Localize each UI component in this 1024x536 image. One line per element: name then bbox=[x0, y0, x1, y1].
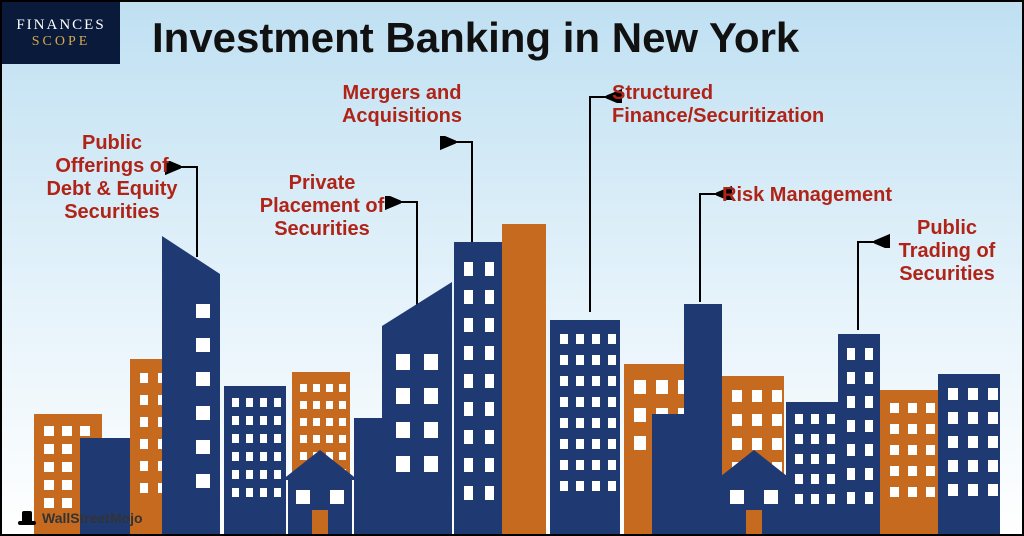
source-credit-text: WallStreetMojo bbox=[42, 510, 143, 526]
building bbox=[162, 274, 220, 534]
building bbox=[838, 334, 880, 534]
hat-icon bbox=[18, 511, 36, 525]
building bbox=[938, 374, 1000, 534]
building bbox=[502, 224, 546, 534]
building bbox=[382, 326, 452, 534]
building bbox=[684, 304, 722, 534]
source-credit: WallStreetMojo bbox=[18, 510, 143, 526]
building bbox=[652, 414, 684, 534]
label-structured-finance: StructuredFinance/Securitization bbox=[612, 82, 872, 128]
house bbox=[722, 480, 786, 534]
building bbox=[550, 320, 620, 534]
building bbox=[224, 386, 286, 534]
building bbox=[880, 390, 938, 534]
house bbox=[288, 480, 352, 534]
skyline bbox=[2, 184, 1024, 534]
label-mergers: Mergers andAcquisitions bbox=[312, 82, 492, 128]
building bbox=[454, 242, 502, 534]
building bbox=[786, 402, 838, 534]
